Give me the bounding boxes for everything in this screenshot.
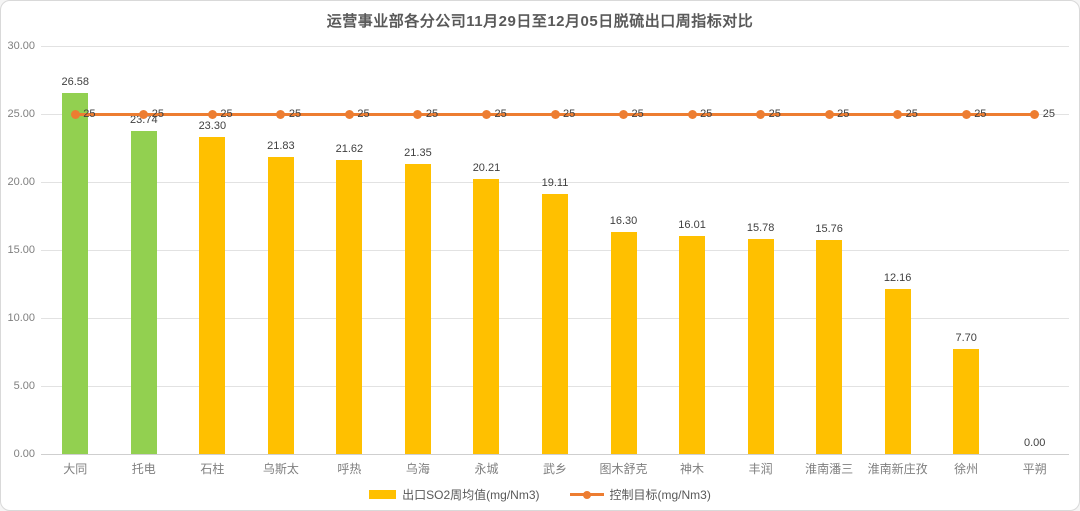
target-value-label: 25	[357, 108, 370, 120]
target-value-label: 25	[700, 108, 713, 120]
x-tick-label: 永城	[474, 462, 499, 476]
line-marker-icon	[582, 490, 591, 499]
x-tick-label: 武乡	[542, 462, 567, 476]
y-axis: 0.00 5.00 10.00 15.00 20.00 25.00 30.00	[1, 40, 37, 460]
bar-value-label: 19.11	[541, 177, 569, 190]
target-marker-icon	[70, 109, 80, 119]
line-series-swatch-icon	[569, 490, 604, 499]
y-tick-label: 20.00	[7, 176, 35, 188]
gridline	[41, 454, 1069, 455]
bar-value-label: 20.21	[472, 162, 501, 175]
target-value-label: 25	[563, 108, 576, 120]
bar	[884, 288, 911, 454]
target-value-label: 25	[1042, 108, 1055, 120]
legend-item-line-series: 控制目标(mg/Nm3)	[569, 486, 711, 503]
target-marker-icon	[550, 109, 560, 119]
y-tick-label: 10.00	[7, 312, 35, 324]
x-tick-label: 淮南新庄孜	[867, 462, 928, 476]
gridline	[41, 46, 1069, 47]
bar	[199, 137, 226, 454]
legend-item-bar-series: 出口SO2周均值(mg/Nm3)	[369, 486, 540, 503]
bar	[542, 194, 568, 454]
bar-series-swatch-icon	[369, 490, 397, 499]
target-marker-icon	[824, 109, 834, 119]
bar-value-label: 23.30	[198, 120, 227, 133]
bar-value-label: 21.62	[335, 142, 364, 155]
bar-value-label: 7.70	[955, 332, 977, 345]
target-marker-icon	[619, 109, 629, 119]
target-marker-icon	[139, 109, 149, 119]
target-value-label: 25	[974, 108, 987, 120]
bar-value-label: 16.01	[678, 219, 706, 232]
x-tick-label: 石柱	[200, 462, 225, 476]
y-tick-label: 0.00	[13, 448, 35, 460]
target-marker-icon	[893, 109, 903, 119]
bar-value-label: 21.35	[404, 146, 432, 159]
x-tick-label: 丰润	[748, 462, 773, 476]
target-marker-icon	[413, 109, 423, 119]
bar-value-label: 21.83	[267, 140, 295, 153]
bar	[747, 239, 774, 454]
bar-value-label: 15.76	[815, 222, 843, 235]
target-value-label: 25	[288, 108, 302, 120]
target-value-label: 25	[425, 108, 439, 120]
target-value-label: 25	[768, 108, 781, 120]
plot-area: 26.58 23.74 23.30 21.83 21.62 21.35 20.21 19.11…	[41, 46, 1069, 455]
target-marker-icon	[687, 109, 697, 119]
bar-value-label: 0.00	[1024, 437, 1046, 449]
bar	[953, 349, 980, 454]
target-value-label: 25	[83, 108, 96, 120]
bar	[62, 92, 89, 454]
bar	[816, 239, 843, 454]
x-tick-label: 神木	[680, 462, 705, 476]
x-tick-label: 呼热	[337, 462, 362, 476]
y-tick-label: 30.00	[7, 40, 35, 52]
legend: 出口SO2周均值(mg/Nm3) 控制目标(mg/Nm3)	[1, 486, 1079, 503]
target-value-label: 25	[220, 108, 233, 120]
bar-value-label: 15.78	[746, 222, 775, 235]
x-tick-label: 乌海	[405, 462, 430, 476]
bar	[404, 163, 431, 454]
x-tick-label: 平朔	[1022, 462, 1047, 476]
x-axis: 大同 托电 石柱 乌斯太 呼热 乌海 永城 武乡 图木舒克 神木 丰润 淮南潘三 淮南新庄孜 徐州 平朔	[41, 460, 1069, 478]
target-value-label: 25	[494, 108, 507, 120]
target-value-label: 25	[631, 108, 644, 120]
target-value-label: 25	[905, 108, 918, 120]
target-value-label: 25	[151, 108, 165, 120]
target-marker-icon	[756, 109, 766, 119]
target-value-label: 25	[837, 108, 850, 120]
x-tick-label: 图木舒克	[599, 462, 648, 476]
bar	[610, 232, 637, 454]
x-tick-label: 托电	[131, 462, 156, 476]
y-tick-label: 25.00	[7, 108, 35, 120]
bar	[267, 157, 294, 454]
x-tick-label: 徐州	[954, 462, 979, 476]
gridline	[41, 182, 1069, 183]
target-marker-icon	[207, 109, 217, 119]
x-tick-label: 淮南潘三	[805, 462, 854, 476]
target-marker-icon	[961, 109, 971, 119]
y-tick-label: 5.00	[13, 380, 35, 392]
bar	[130, 131, 157, 454]
x-tick-label: 大同	[63, 462, 88, 476]
legend-label-line-series: 控制目标(mg/Nm3)	[609, 488, 711, 502]
bar-value-label: 16.30	[609, 215, 638, 228]
bar-value-label: 23.74	[130, 114, 158, 127]
target-marker-icon	[481, 109, 491, 119]
chart-title: 运营事业部各分公司11月29日至12月05日脱硫出口周指标对比	[326, 13, 754, 30]
bar-value-label: 26.58	[61, 75, 90, 88]
bar-value-label: 12.16	[883, 271, 912, 284]
bar	[473, 179, 500, 454]
bar	[336, 159, 363, 454]
bar	[679, 236, 706, 454]
target-marker-icon	[276, 109, 286, 119]
target-marker-icon	[1030, 109, 1040, 119]
y-tick-label: 15.00	[7, 244, 35, 256]
target-marker-icon	[344, 109, 354, 119]
legend-label-bar-series: 出口SO2周均值(mg/Nm3)	[402, 488, 540, 502]
x-tick-label: 乌斯太	[262, 462, 299, 476]
